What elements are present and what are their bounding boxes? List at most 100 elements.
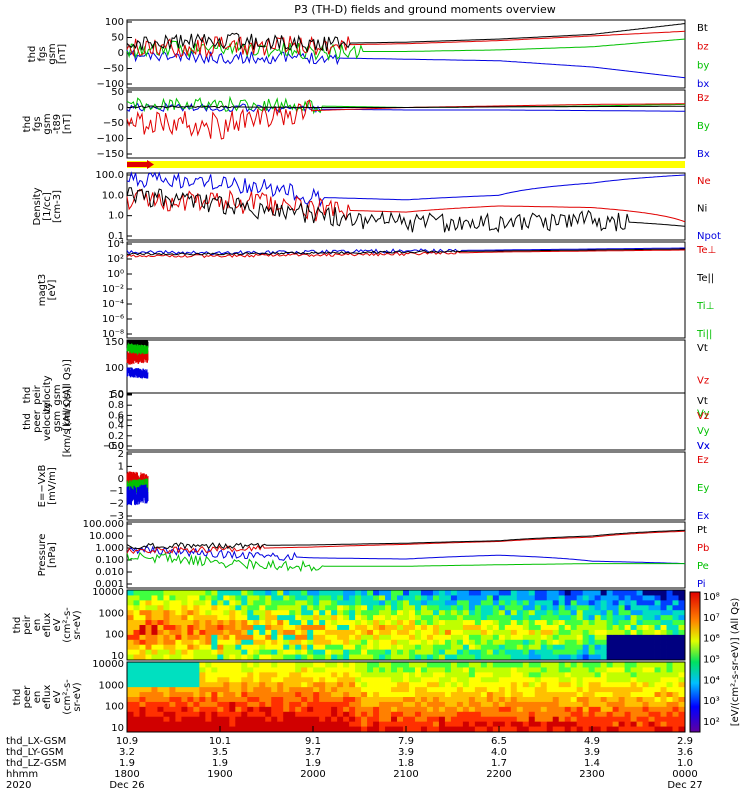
spectrogram-cell xyxy=(367,629,374,636)
spectrogram-cell xyxy=(438,721,446,727)
spectrogram-cell xyxy=(648,649,655,655)
spectrogram-cell xyxy=(193,649,200,655)
bz-trace xyxy=(126,30,686,59)
spectrogram-cell xyxy=(444,620,452,626)
spectrogram-cell xyxy=(666,620,673,626)
spectrogram-cell xyxy=(235,697,242,703)
spectrogram-cell xyxy=(444,634,452,641)
spectrogram-cell xyxy=(438,687,446,693)
spectrogram-cell xyxy=(289,701,296,708)
spectrogram-cell xyxy=(247,625,254,631)
spectrogram-cell xyxy=(139,697,146,703)
spectrogram-cell xyxy=(672,706,679,713)
spectrogram-cell xyxy=(313,687,320,693)
spectrogram-cell xyxy=(432,687,440,693)
spectrogram-cell xyxy=(157,615,164,621)
spectrogram-cell xyxy=(295,615,302,621)
spectrogram-cell xyxy=(331,711,338,718)
spectrogram-cell xyxy=(540,629,548,636)
spectrogram-cell xyxy=(606,649,614,655)
y-tick-label: 10.0 xyxy=(102,190,124,201)
spectrogram-cell xyxy=(355,644,362,651)
spectrogram-cell xyxy=(546,654,554,660)
spectrogram-cell xyxy=(468,595,476,601)
spectrogram-cell xyxy=(265,615,272,621)
spectrogram-cell xyxy=(654,605,661,611)
row-name: thd_LZ-GSM xyxy=(6,758,67,769)
spectrogram-cell xyxy=(636,649,643,655)
spectrogram-cell xyxy=(355,662,362,668)
y-tick-label: 0 xyxy=(118,48,124,59)
spectrogram-cell xyxy=(564,634,572,641)
spectrogram-cell xyxy=(379,595,386,601)
y-tick-label: −2 xyxy=(109,499,124,510)
spectrogram-cell xyxy=(319,706,326,713)
spectrogram-cell xyxy=(522,687,530,693)
spectrogram-cell xyxy=(175,716,182,723)
spectrogram-cell xyxy=(391,706,398,713)
spectrogram-cell xyxy=(127,721,134,727)
spectrogram-cell xyxy=(492,706,500,713)
spectrogram-cell xyxy=(259,644,266,651)
spectrogram-cell xyxy=(408,634,416,641)
spectrogram-cell xyxy=(570,634,578,641)
spectrogram-cell xyxy=(283,677,290,683)
spectrogram-cell xyxy=(349,615,356,621)
spectrogram-cell xyxy=(397,721,404,727)
spectrogram-cell xyxy=(618,595,626,601)
spectrogram-cell xyxy=(414,595,422,601)
spectrogram-cell xyxy=(474,620,482,626)
spectrogram-cell xyxy=(672,692,679,698)
spectrogram-cell xyxy=(444,697,452,703)
spectrogram-cell xyxy=(486,644,494,651)
spectrogram-cell xyxy=(403,697,410,703)
spectrogram-cell xyxy=(145,667,152,673)
spectrogram-cell xyxy=(163,697,170,703)
spectrogram-cell xyxy=(648,610,655,616)
spectrogram-cell xyxy=(397,687,404,693)
spectrogram-cell xyxy=(319,692,326,698)
spectrogram-cell xyxy=(438,634,446,641)
spectrogram-cell xyxy=(163,692,170,698)
spectrogram-cell xyxy=(426,701,434,708)
spectrogram-cell xyxy=(636,644,643,651)
spectrogram-cell xyxy=(540,649,548,655)
spectrogram-cell xyxy=(127,662,134,668)
spectrogram-cell xyxy=(522,639,530,646)
y-tick-label: 100 xyxy=(105,702,124,713)
spectrogram-cell xyxy=(522,697,530,703)
spectrogram-cell xyxy=(319,644,326,651)
spectrogram-cell xyxy=(217,639,224,646)
spectrogram-cell xyxy=(468,610,476,616)
spectrogram-cell xyxy=(624,721,631,727)
spectrogram-cell xyxy=(480,687,488,693)
spectrogram-cell xyxy=(133,654,140,660)
spectrogram-cell xyxy=(654,629,661,636)
spectrogram-cell xyxy=(151,672,158,678)
spectrogram-cell xyxy=(361,726,368,732)
spectrogram-cell xyxy=(648,600,655,606)
date-end: Dec 27 xyxy=(667,780,702,791)
dbt-trace xyxy=(126,105,685,109)
spectrogram-cell xyxy=(193,711,200,718)
spectrogram-cell xyxy=(187,672,194,678)
spectrogram-cell xyxy=(456,605,464,611)
spectrogram-cell xyxy=(606,620,614,626)
spectrogram-cell xyxy=(498,610,506,616)
legend-Vy: Vy xyxy=(697,408,710,419)
spectrogram-cell xyxy=(600,726,608,732)
spectrogram-cell xyxy=(420,595,428,601)
spectrogram-cell xyxy=(397,706,404,713)
spectrogram-cell xyxy=(133,610,140,616)
spectrogram-cell xyxy=(660,706,667,713)
spectrogram-cell xyxy=(313,620,320,626)
spectrogram-cell xyxy=(355,687,362,693)
spectrogram-cell xyxy=(444,721,452,727)
spectrogram-cell xyxy=(307,706,314,713)
spectrogram-cell xyxy=(414,654,422,660)
spectrogram-cell xyxy=(546,639,554,646)
spectrogram-cell xyxy=(534,662,542,668)
spectrogram-cell xyxy=(510,615,518,621)
spectrogram-cell xyxy=(438,701,446,708)
spectrogram-cell xyxy=(456,620,464,626)
